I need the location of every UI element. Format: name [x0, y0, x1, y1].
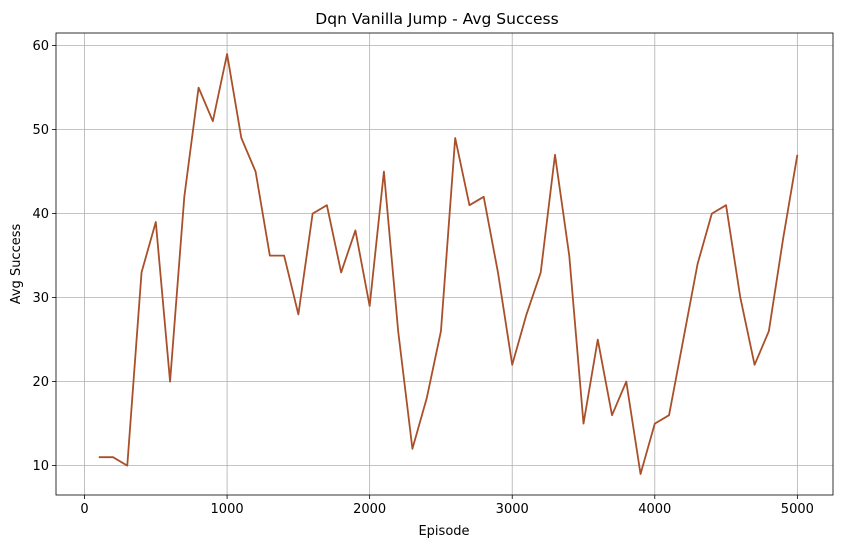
y-tick-label: 30 [32, 291, 49, 306]
y-tick-label: 40 [32, 207, 49, 222]
chart-title: Dqn Vanilla Jump - Avg Success [315, 10, 558, 28]
grid [56, 33, 833, 495]
y-tick-label: 20 [32, 375, 49, 390]
x-tick-label: 2000 [353, 502, 386, 517]
y-axis-label: Avg Success [9, 224, 24, 305]
x-axis-label: Episode [418, 524, 469, 539]
axis-ticks: 0 1000 2000 3000 4000 5000 10 20 30 40 50 60 [32, 39, 813, 517]
plot-frame [55, 32, 834, 496]
y-tick-label: 60 [32, 39, 49, 54]
series-line [98, 53, 799, 475]
x-tick-label: 1000 [211, 502, 244, 517]
x-tick-label: 5000 [781, 502, 814, 517]
y-tick-label: 50 [32, 123, 49, 138]
x-tick-label: 3000 [496, 502, 529, 517]
y-tick-label: 10 [32, 459, 49, 474]
x-tick-label: 0 [80, 502, 88, 517]
x-tick-label: 4000 [638, 502, 671, 517]
